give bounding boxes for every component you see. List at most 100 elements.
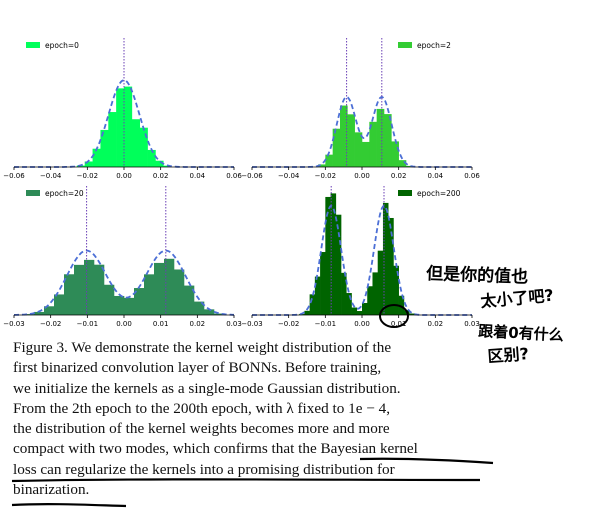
histogram-bar (335, 214, 342, 315)
histogram-bar (124, 297, 135, 315)
histogram-bar (134, 288, 145, 315)
x-tick-label: 0.01 (153, 320, 169, 328)
histogram-bar (94, 264, 105, 315)
x-tick-label: 0.03 (226, 320, 242, 328)
legend-label: epoch=200 (417, 189, 461, 198)
histogram-panel-epoch-20: −0.03 −0.02 −0.01 0.00 0.01 0.02 0.03 epoch=20 (3, 186, 242, 328)
histogram-bar (409, 313, 415, 315)
x-tick-label: −0.04 (40, 172, 62, 180)
histogram-panel-epoch-2: −0.06 −0.04 −0.02 0.00 0.02 0.04 0.06 epoch=2 (241, 38, 480, 180)
x-tick-label: 0.04 (428, 172, 444, 180)
x-tick-label: −0.04 (278, 172, 300, 180)
histogram-bar (398, 160, 407, 167)
histogram-bar (347, 114, 355, 167)
histogram-bar (309, 294, 316, 315)
histogram-bar (318, 164, 326, 167)
histogram-bar (356, 311, 363, 315)
histogram-bar (391, 141, 399, 167)
histogram-bar (351, 307, 358, 315)
histogram-bar (74, 264, 85, 315)
x-tick-label: 0.02 (428, 320, 444, 328)
histogram-bar (369, 121, 377, 167)
histogram-bar (92, 148, 101, 167)
x-tick-label: −0.02 (77, 172, 98, 180)
gaussian-fit-curve (14, 249, 234, 316)
caption-line: Figure 3. We demonstrate the kernel weig… (13, 339, 392, 356)
histogram-bar (346, 293, 352, 315)
histogram-bar (367, 286, 373, 315)
histogram-bar (330, 193, 337, 315)
histogram-bar (144, 274, 155, 315)
histogram-bar (155, 160, 164, 167)
x-tick-label: −0.02 (40, 320, 61, 328)
histogram-bar (194, 301, 205, 315)
histogram-bar (147, 149, 156, 167)
histogram-panel-epoch-200: −0.03 −0.02 −0.01 0.00 0.01 0.02 0.03 epoch=200 (241, 186, 480, 328)
histogram-bar (76, 165, 86, 167)
histogram-bar (163, 165, 172, 167)
histogram-bar (131, 119, 141, 167)
handwritten-note-line: 区别? (487, 344, 530, 366)
legend-swatch (26, 42, 40, 48)
x-tick-label: 0.04 (190, 172, 206, 180)
histogram-bar (382, 202, 389, 315)
caption-line: loss can regularize the kernels into a p… (13, 460, 395, 478)
histogram-bar (64, 274, 75, 315)
histogram-bar (184, 285, 195, 315)
histogram-bar (354, 132, 363, 167)
histogram-bar (341, 272, 347, 315)
x-tick-label: 0.02 (391, 172, 407, 180)
legend-label: epoch=0 (45, 41, 79, 50)
histogram-bar (393, 265, 399, 315)
legend-swatch (26, 190, 40, 196)
histogram-bar (24, 314, 35, 315)
x-tick-label: 0.00 (354, 320, 370, 328)
histogram-bar (214, 313, 225, 315)
x-tick-label: 0.06 (464, 172, 480, 180)
histogram-bar (304, 310, 310, 315)
histogram-bar (108, 112, 117, 167)
x-tick-label: 0.00 (116, 172, 132, 180)
histogram-bar (54, 294, 65, 315)
caption-line: first binarized convolution layer of BON… (13, 359, 382, 377)
caption-line: binarization. (13, 481, 90, 499)
histogram-bar (34, 311, 45, 315)
handwritten-note-line: 太小了吧? (479, 286, 555, 311)
histogram-bar (84, 259, 95, 315)
histogram-bar (104, 284, 115, 315)
caption-line: we initialize the kernels as a single-mo… (13, 379, 401, 397)
histogram-bar (332, 128, 341, 167)
legend-swatch (398, 190, 412, 196)
histogram-bar (84, 161, 93, 167)
histogram-panel-epoch-0: −0.06 −0.04 −0.02 0.00 0.02 0.04 0.06 epoch=0 (3, 38, 242, 180)
histogram-bar (124, 86, 133, 167)
histogram-bar (139, 127, 148, 167)
histogram-bar (204, 309, 215, 315)
caption-line: From the 2th epoch to the 200th epoch, w… (13, 399, 390, 417)
caption-line: the distribution of the kernel weights b… (13, 420, 390, 438)
legend-swatch (398, 42, 412, 48)
x-tick-label: 0.00 (116, 320, 132, 328)
handwritten-note-line: 跟着0有什么 (478, 322, 564, 344)
legend-label: epoch=20 (45, 189, 84, 198)
histogram-bar (325, 154, 333, 167)
x-tick-label: 0.00 (354, 172, 370, 180)
histogram-bar (164, 258, 175, 315)
histogram-bar (44, 306, 55, 315)
x-tick-label: 0.01 (391, 320, 407, 328)
histogram-bar (372, 272, 379, 315)
underline-3 (11, 503, 127, 508)
histogram-bar (114, 295, 125, 315)
histogram-bar (340, 105, 348, 167)
histogram-bar (376, 108, 385, 167)
x-tick-label: 0.06 (226, 172, 242, 180)
histogram-bar (377, 250, 384, 315)
x-tick-label: −0.06 (241, 172, 263, 180)
histogram-bar (320, 252, 326, 315)
histogram-bar (325, 196, 331, 315)
x-tick-label: −0.02 (315, 172, 336, 180)
x-tick-label: −0.03 (3, 320, 24, 328)
histogram-bar (100, 129, 109, 167)
x-tick-label: −0.02 (278, 320, 299, 328)
histogram-bar (362, 141, 370, 167)
